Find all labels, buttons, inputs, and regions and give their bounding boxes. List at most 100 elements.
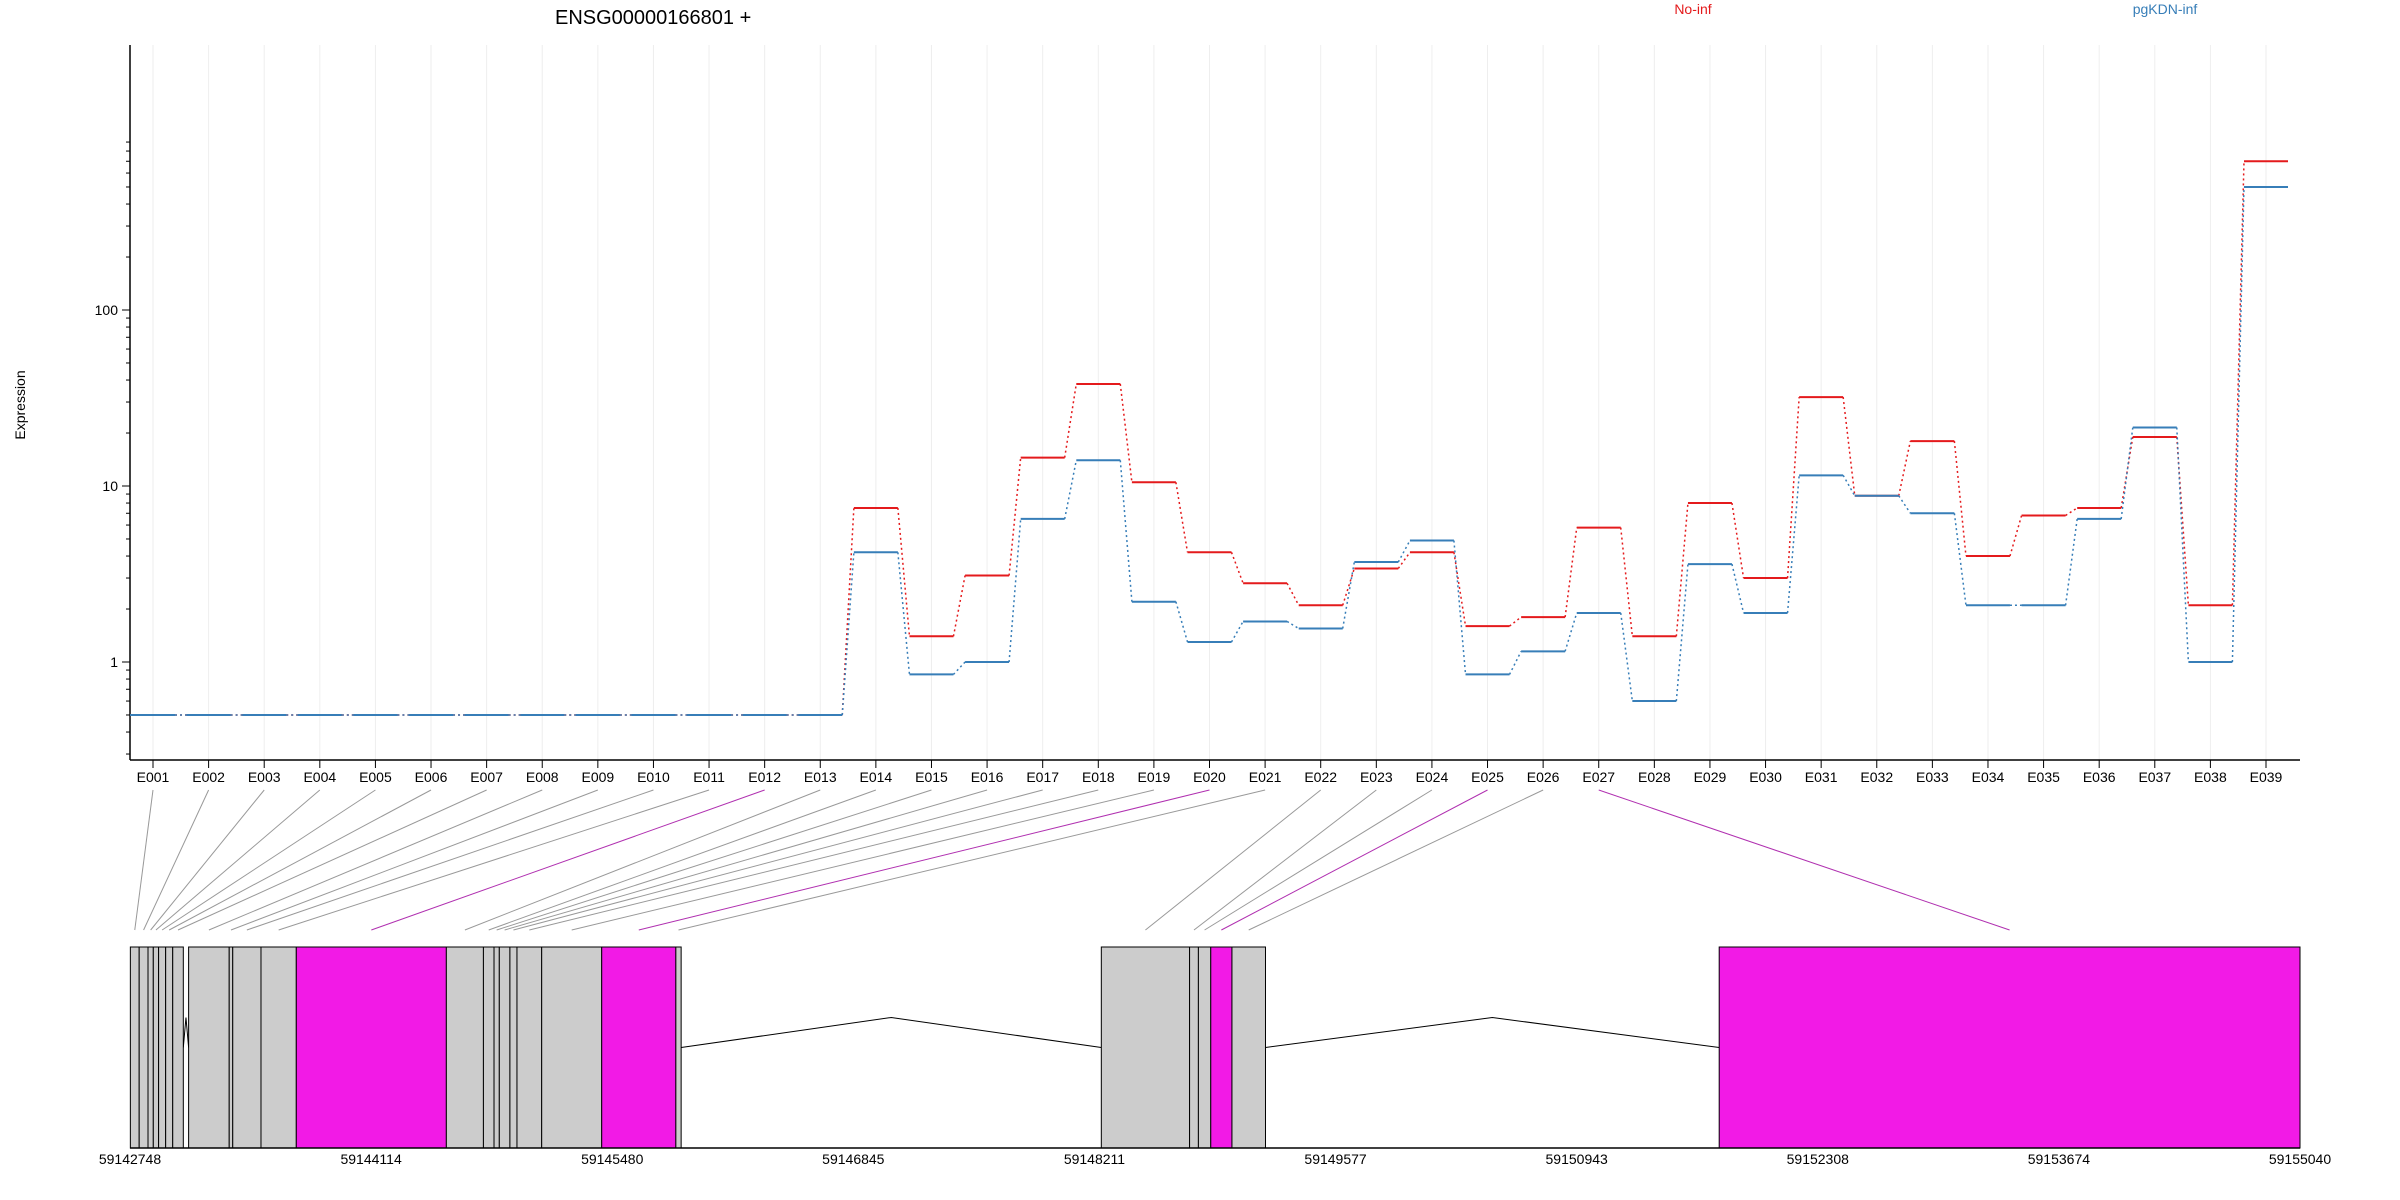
exon-block: [445, 946, 484, 1149]
exon-block: [147, 946, 154, 1149]
exon-link: [1248, 789, 1544, 931]
exon-block: [228, 946, 234, 1149]
connector-no-inf: [1008, 457, 1022, 576]
exon-block: [1718, 946, 2301, 1149]
connector-pgkdn-inf: [1619, 612, 1634, 702]
y-axis: 1 10 100: [95, 45, 131, 760]
connector-pgkdn-inf: [2231, 186, 2245, 663]
exon-block: [188, 946, 230, 1149]
connector-no-inf: [2065, 507, 2078, 517]
exon-link: [168, 789, 432, 931]
x-tick-label: E027: [1582, 769, 1615, 785]
connector-no-inf: [897, 507, 911, 637]
x-tick-label: E033: [1916, 769, 1949, 785]
x-tick-label: E001: [137, 769, 170, 785]
x-axis: E001 E002 E003 E004 E005 E006 E007 E008 E009 E010…: [130, 759, 2300, 785]
exon-link: [1204, 789, 1433, 931]
x-tick-label: E016: [971, 769, 1004, 785]
exon-link: [161, 789, 376, 931]
connector-pgkdn-inf: [2064, 518, 2078, 606]
x-tick-label: E032: [1860, 769, 1893, 785]
connector-no-inf: [1509, 616, 1522, 627]
connector-pgkdn-inf: [1453, 540, 1467, 675]
x-tick-label: E014: [860, 769, 893, 785]
genome-tick-label: 59142748: [99, 1151, 162, 1167]
series-lines: [130, 160, 2288, 716]
connector-no-inf: [2176, 436, 2190, 606]
exon-block: [1100, 946, 1191, 1149]
genome-tick-label: 59149577: [1304, 1151, 1367, 1167]
x-tick-label: E021: [1249, 769, 1282, 785]
intron-line: [681, 1016, 1102, 1048]
connector-no-inf: [1842, 397, 1856, 496]
intron-line: [1265, 1016, 1720, 1048]
exon-block: [675, 946, 682, 1149]
x-tick-label: E034: [1972, 769, 2005, 785]
exon-block: [232, 946, 262, 1149]
x-tick-label: E022: [1304, 769, 1337, 785]
x-tick-label: E011: [693, 769, 725, 785]
y-tick-label: 100: [95, 302, 119, 318]
connector-pgkdn-inf: [1898, 495, 1911, 514]
exon-link: [488, 789, 877, 931]
genome-tick-label: 59145480: [581, 1151, 644, 1167]
connector-no-inf: [1453, 552, 1467, 627]
x-tick-label: E019: [1138, 769, 1171, 785]
genome-tick-label: 59144114: [340, 1151, 401, 1167]
connector-no-inf: [1731, 502, 1745, 579]
exon-block: [498, 946, 511, 1149]
exon-block: [129, 946, 140, 1149]
exon-block: [516, 946, 543, 1149]
exon-block: [1210, 946, 1233, 1149]
exon-link: [155, 789, 321, 931]
exon-block: [493, 946, 500, 1149]
connector-no-inf: [952, 575, 966, 637]
exon-link: [513, 789, 1043, 931]
exon-link: [143, 789, 210, 931]
exon-link: [496, 789, 932, 931]
x-tick-label: E031: [1805, 769, 1838, 785]
connector-no-inf: [1175, 482, 1189, 553]
connector-pgkdn-inf: [841, 552, 855, 716]
connector-pgkdn-inf: [1953, 513, 1967, 606]
exon-link: [1221, 789, 1488, 931]
x-tick-label: E008: [526, 769, 559, 785]
connector-no-inf: [1286, 582, 1300, 606]
exon-link: [208, 789, 543, 931]
exon-link: [134, 789, 154, 931]
intron-line: [182, 1017, 190, 1048]
x-tick-label: E010: [637, 769, 670, 785]
connector-no-inf: [1341, 568, 1356, 606]
connector-no-inf: [2009, 515, 2023, 557]
exon-link: [1193, 789, 1377, 931]
chart-title: ENSG00000166801 +: [555, 7, 751, 29]
exon-block: [165, 946, 174, 1149]
exon-link: [230, 789, 599, 931]
x-tick-label: E020: [1193, 769, 1226, 785]
connector-pgkdn-inf: [1397, 540, 1411, 563]
grid: [152, 45, 2267, 760]
genome-tick-label: 59152308: [1787, 1151, 1850, 1167]
x-tick-label: E018: [1082, 769, 1115, 785]
x-tick-label: E005: [359, 769, 392, 785]
connector-pgkdn-inf: [897, 552, 911, 675]
y-tick-label: 10: [102, 478, 118, 494]
connector-pgkdn-inf: [1230, 621, 1244, 643]
connector-pgkdn-inf: [1008, 518, 1022, 663]
connector-pgkdn-inf: [1564, 612, 1578, 652]
exon-block: [158, 946, 167, 1149]
genome-tick-label: 59146845: [822, 1151, 885, 1167]
exon-link: [638, 789, 1210, 931]
x-tick-label: E004: [303, 769, 336, 785]
x-tick-label: E023: [1360, 769, 1393, 785]
x-tick-label: E012: [748, 769, 781, 785]
exon-link: [678, 789, 1266, 931]
connector-no-inf: [1786, 397, 1800, 579]
exon-link: [571, 789, 1155, 931]
connector-pgkdn-inf: [1842, 474, 1856, 497]
connector-no-inf: [1397, 551, 1411, 569]
exon-block: [1189, 946, 1199, 1149]
x-tick-label: E026: [1527, 769, 1560, 785]
legend-label-pgkdn: pgKDN-inf: [2133, 1, 2198, 17]
